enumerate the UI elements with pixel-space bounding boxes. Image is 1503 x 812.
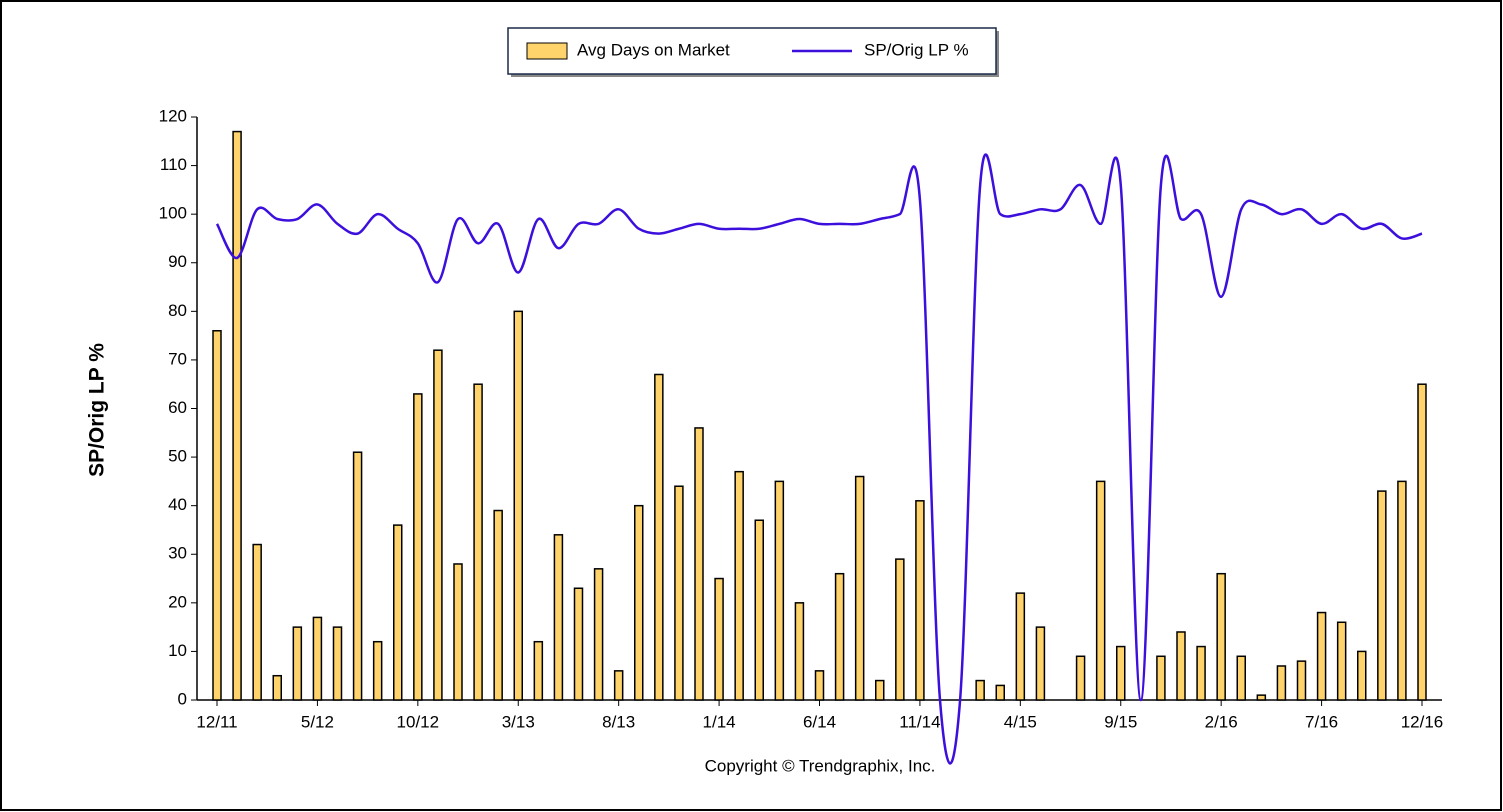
- bar: [694, 427, 704, 701]
- bar: [915, 500, 925, 701]
- bar: [593, 568, 604, 701]
- bar: [834, 572, 845, 701]
- bar: [875, 679, 885, 701]
- bar: [794, 602, 805, 701]
- bar: [754, 519, 764, 701]
- bar: [1015, 592, 1026, 701]
- bar: [312, 616, 323, 701]
- bar: [1377, 490, 1387, 701]
- bar: [674, 485, 684, 701]
- bar: [1236, 655, 1246, 701]
- bar: [654, 373, 664, 701]
- bar: [252, 543, 262, 701]
- bar: [493, 509, 503, 701]
- bar: [895, 558, 905, 701]
- y-tick-label: 60: [168, 398, 187, 417]
- y-tick-label: 30: [168, 544, 187, 563]
- bar: [413, 393, 423, 701]
- bar: [1095, 480, 1106, 701]
- y-tick-label: 0: [178, 689, 187, 708]
- bar: [433, 349, 443, 701]
- y-tick-label: 20: [168, 592, 187, 611]
- y-tick-label: 120: [159, 106, 187, 125]
- legend-label: Avg Days on Market: [577, 40, 730, 59]
- x-tick-label: 8/13: [602, 712, 635, 731]
- y-axis-title: SP/Orig LP %: [86, 343, 109, 477]
- bar: [1276, 665, 1287, 701]
- bar: [1196, 645, 1206, 701]
- bar: [232, 130, 242, 701]
- x-tick-label: 9/15: [1104, 712, 1137, 731]
- bar: [1216, 572, 1226, 701]
- bar: [854, 475, 865, 701]
- y-tick-label: 90: [168, 252, 187, 271]
- y-tick-label: 80: [168, 301, 187, 320]
- x-tick-label: 10/12: [397, 712, 440, 731]
- bar: [553, 534, 564, 701]
- bar: [453, 563, 463, 701]
- x-tick-label: 12/11: [196, 712, 237, 731]
- bar: [1357, 650, 1367, 701]
- y-tick-label: 50: [168, 447, 187, 466]
- legend-label: SP/Orig LP %: [864, 40, 969, 59]
- bar: [1296, 660, 1307, 701]
- bar: [1075, 655, 1086, 701]
- x-tick-label: 4/15: [1004, 712, 1037, 731]
- bar: [734, 470, 744, 701]
- bar: [473, 383, 483, 701]
- y-tick-label: 10: [168, 641, 187, 660]
- bar: [1397, 480, 1407, 701]
- bar: [573, 587, 584, 701]
- bar: [332, 626, 343, 701]
- bar: [533, 640, 544, 701]
- x-tick-label: 3/13: [502, 712, 535, 731]
- bar: [212, 330, 222, 701]
- bar: [1035, 626, 1046, 701]
- bar: [513, 310, 523, 701]
- bar: [292, 626, 303, 701]
- x-tick-label: 1/14: [703, 712, 736, 731]
- x-tick-label: 2/16: [1205, 712, 1238, 731]
- bar: [1116, 645, 1126, 701]
- legend-swatch: [526, 42, 568, 60]
- bar: [975, 679, 985, 701]
- bar: [372, 640, 383, 701]
- x-tick-label: 6/14: [803, 712, 836, 731]
- y-tick-label: 100: [159, 204, 187, 223]
- bar: [613, 670, 624, 701]
- bar: [995, 684, 1005, 701]
- x-tick-label: 5/12: [301, 712, 334, 731]
- bar: [634, 504, 644, 701]
- bar: [774, 480, 785, 701]
- bar: [352, 451, 363, 701]
- bar: [1316, 611, 1327, 701]
- bar: [1156, 655, 1166, 701]
- bar: [393, 524, 403, 701]
- x-tick-label: 12/16: [1401, 712, 1444, 731]
- bar: [1256, 694, 1267, 701]
- y-tick-label: 40: [168, 495, 187, 514]
- bar: [714, 577, 724, 701]
- legend: [507, 27, 997, 75]
- bar: [1417, 383, 1427, 701]
- bar: [1336, 621, 1347, 701]
- x-tick-label: 11/14: [899, 712, 940, 731]
- bar: [272, 674, 282, 701]
- y-tick-label: 70: [168, 349, 187, 368]
- x-tick-label: 7/16: [1305, 712, 1338, 731]
- bar: [1176, 631, 1186, 701]
- bar: [814, 670, 825, 701]
- footer: Copyright © Trendgraphix, Inc.: [705, 756, 936, 775]
- y-tick-label: 110: [160, 155, 187, 174]
- line: [215, 153, 1423, 765]
